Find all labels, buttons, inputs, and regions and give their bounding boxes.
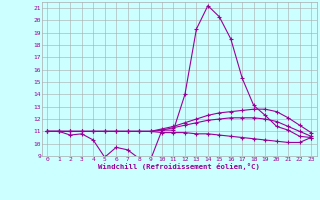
X-axis label: Windchill (Refroidissement éolien,°C): Windchill (Refroidissement éolien,°C) xyxy=(98,163,260,170)
